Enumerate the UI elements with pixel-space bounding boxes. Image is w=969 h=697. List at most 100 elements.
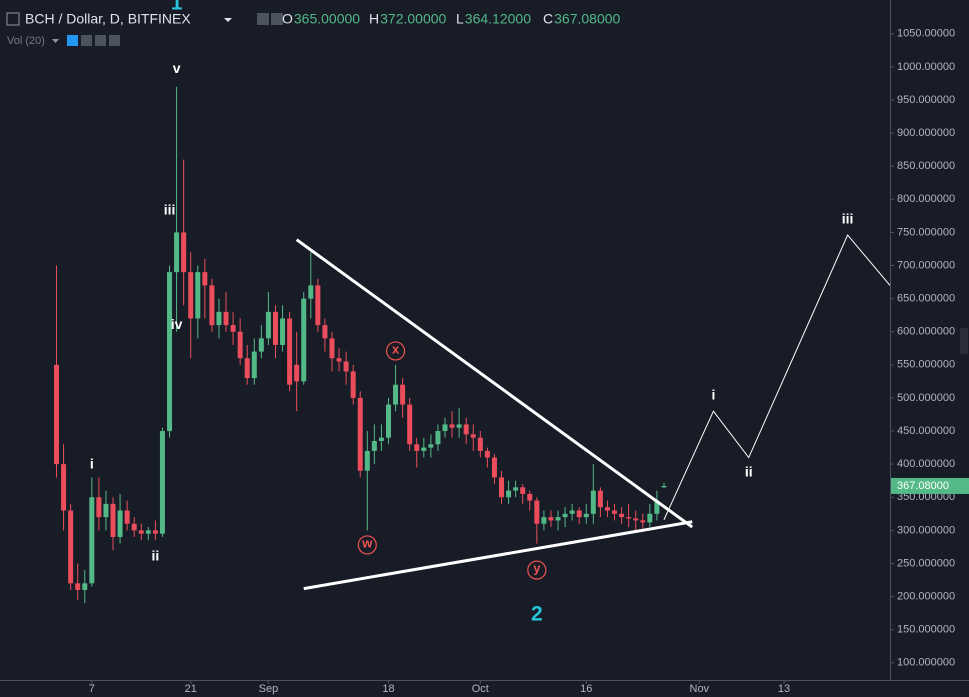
candle-body <box>96 497 102 518</box>
ohlc-value: 367.08000 <box>554 11 620 27</box>
candle-body <box>647 513 653 523</box>
dropdown-arrow[interactable] <box>52 39 59 43</box>
candle-body <box>385 404 391 438</box>
wave-label: 2 <box>531 603 543 626</box>
candle-body <box>371 440 377 451</box>
candle-body <box>103 503 109 518</box>
wave-label: v <box>173 60 181 76</box>
eye-icon[interactable] <box>67 35 78 46</box>
candle-body <box>258 338 264 352</box>
y-tick-label: 850.000000 <box>897 160 955 172</box>
ohlc-prefix: L <box>456 11 464 27</box>
settings-icon[interactable] <box>81 35 92 46</box>
candle-body <box>343 361 349 372</box>
symbol-title[interactable]: BCH / Dollar, D, BITFINEX <box>25 11 191 27</box>
last-price-label: 367.08000 <box>897 480 949 492</box>
candle-body <box>484 450 490 458</box>
candle-body <box>145 530 151 534</box>
candle-body <box>294 364 300 382</box>
candle-body <box>456 424 462 428</box>
y-tick-label: 650.000000 <box>897 293 955 305</box>
candle-body <box>619 513 625 518</box>
collapse-icon[interactable] <box>6 12 20 26</box>
volume-label[interactable]: Vol (20) <box>7 35 45 47</box>
y-tick-label: 600.000000 <box>897 326 955 338</box>
candle-body <box>209 285 215 326</box>
candle-body <box>626 517 632 519</box>
candle-body <box>407 404 413 445</box>
ohlc-prefix: C <box>543 11 553 27</box>
candle-body <box>541 517 547 524</box>
candle-body <box>216 311 222 326</box>
candle-body <box>61 464 67 511</box>
x-tick-label: 16 <box>580 683 592 695</box>
wave-label: ii <box>745 463 753 479</box>
settings-icon[interactable] <box>257 13 269 25</box>
candle-body <box>188 272 194 319</box>
add-icon[interactable] <box>95 35 106 46</box>
candle-body <box>590 490 596 514</box>
y-tick-label: 200.000000 <box>897 590 955 602</box>
y-tick-label: 1050.00000 <box>897 28 955 40</box>
candle-body <box>470 434 476 438</box>
wave-label: iii <box>842 211 854 227</box>
remove-icon[interactable] <box>109 35 120 46</box>
y-tick-label: 800.000000 <box>897 193 955 205</box>
wave-label: i <box>90 456 94 472</box>
wave-label: ii <box>152 548 160 564</box>
candle-body <box>640 520 646 523</box>
candle-body <box>612 510 618 514</box>
candle-body <box>251 351 257 379</box>
candle-body <box>633 518 639 521</box>
candle-body <box>654 500 660 514</box>
candle-body <box>223 311 229 326</box>
ohlc-value: 364.12000 <box>465 11 531 27</box>
candle-body <box>463 424 469 435</box>
candle-body <box>393 384 399 405</box>
candle-body <box>237 331 243 359</box>
y-tick-label: 750.000000 <box>897 226 955 238</box>
remove-icon[interactable] <box>271 13 283 25</box>
candle-body <box>280 318 286 345</box>
candle-body <box>527 493 533 501</box>
candle-body <box>597 490 603 508</box>
candle-body <box>491 457 497 478</box>
candle-body <box>400 384 406 405</box>
candle-body <box>357 397 363 471</box>
y-tick-label: 1000.00000 <box>897 61 955 73</box>
candle-body <box>604 507 610 511</box>
y-tick-label: 400.000000 <box>897 458 955 470</box>
y-tick-label: 250.000000 <box>897 557 955 569</box>
wave-label: 1 <box>171 0 183 15</box>
wave-label: w <box>361 535 373 550</box>
candle-body <box>555 517 561 521</box>
candle-body <box>576 510 582 518</box>
y-tick-label: 150.000000 <box>897 624 955 636</box>
candle-body <box>174 232 180 273</box>
candle-body <box>167 272 173 432</box>
x-tick-label: Oct <box>472 683 489 695</box>
candle-body <box>414 444 420 451</box>
y-tick-label: 450.000000 <box>897 425 955 437</box>
trendline <box>303 520 693 591</box>
wave-circle <box>385 341 406 361</box>
wave-label: y <box>533 561 541 576</box>
candle-body <box>138 530 144 534</box>
x-tick-label: 18 <box>382 683 394 695</box>
candle-body <box>54 364 60 465</box>
y-tick-label: 950.000000 <box>897 94 955 106</box>
candle-body <box>378 437 384 441</box>
candle-body <box>117 510 123 537</box>
dropdown-arrow[interactable] <box>224 18 232 22</box>
candle-body <box>548 517 554 521</box>
candle-body <box>124 510 130 524</box>
x-tick-label: Sep <box>259 683 279 695</box>
candle-body <box>230 325 236 332</box>
candle-body <box>315 285 321 326</box>
candle-body <box>265 311 271 339</box>
candle-body <box>195 272 201 319</box>
candle-body <box>435 431 441 445</box>
scroll-handle[interactable] <box>960 328 968 354</box>
candle-body <box>661 485 667 488</box>
